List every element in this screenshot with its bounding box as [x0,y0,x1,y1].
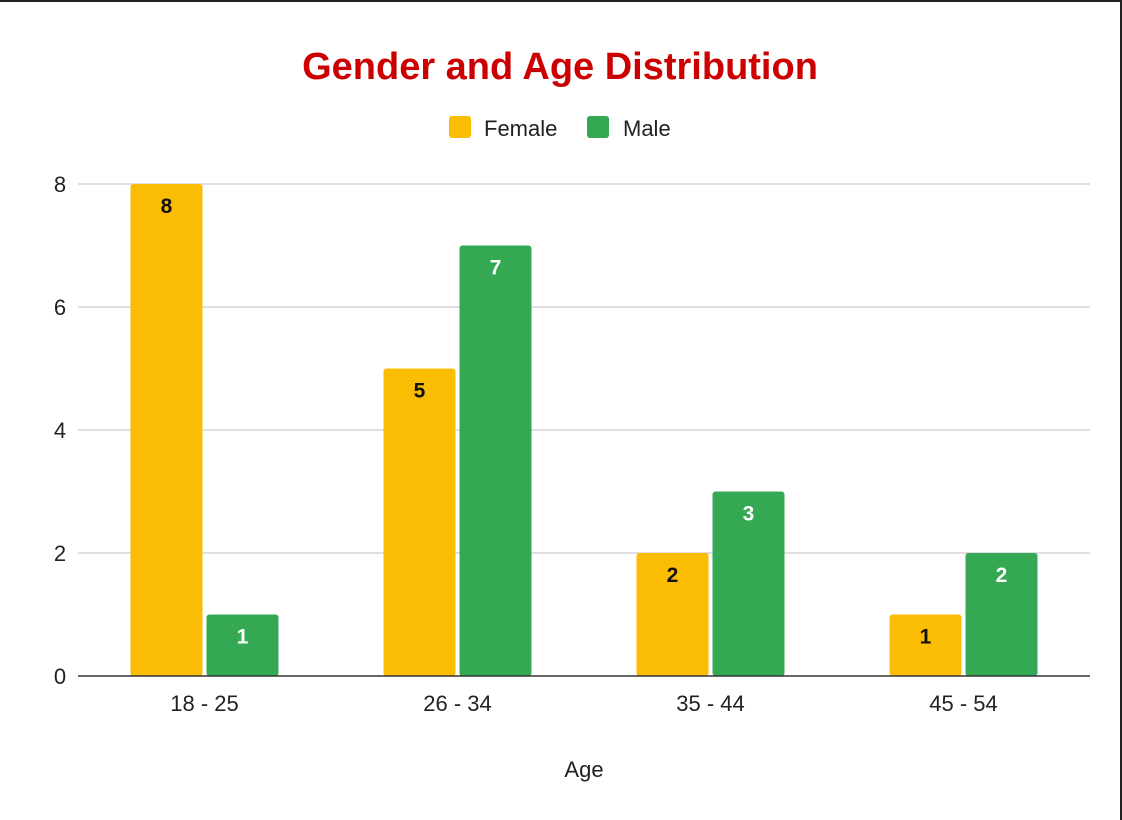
data-label-male-1: 7 [490,257,502,280]
data-label-female-0: 8 [161,195,173,218]
legend-label-female: Female [484,116,557,141]
data-labels: 8 1 5 7 2 3 1 2 [161,195,1008,649]
x-tick-label: 35 - 44 [676,691,745,716]
legend-label-male: Male [623,116,671,141]
bar-male-1 [459,245,532,676]
y-tick-label: 6 [54,295,66,320]
bar-male-3 [965,553,1038,676]
data-label-male-3: 2 [996,564,1008,587]
y-tick-label: 4 [54,418,66,443]
bar-female-1 [383,368,456,676]
bar-male-0 [206,614,279,676]
legend-swatch-male [587,116,609,138]
data-label-male-2: 3 [743,503,755,526]
data-label-female-1: 5 [414,380,426,403]
x-tick-label: 26 - 34 [423,691,492,716]
y-axis-ticks: 0 2 4 6 8 [54,172,66,689]
chart-title: Gender and Age Distribution [302,46,818,88]
bars [130,184,1038,676]
legend: Female Male [449,116,671,141]
bar-male-2 [712,491,785,676]
bar-female-0 [130,184,203,676]
x-axis-ticks: 18 - 25 26 - 34 35 - 44 45 - 54 [170,691,998,716]
y-tick-label: 8 [54,172,66,197]
x-tick-label: 45 - 54 [929,691,998,716]
data-label-male-0: 1 [237,626,249,649]
bar-female-2 [636,553,709,676]
y-tick-label: 0 [54,664,66,689]
x-axis-label: Age [564,757,603,782]
bar-female-3 [889,614,962,676]
legend-swatch-female [449,116,471,138]
data-label-female-3: 1 [920,626,932,649]
gridlines [78,183,1090,554]
data-label-female-2: 2 [667,564,679,587]
y-tick-label: 2 [54,541,66,566]
x-tick-label: 18 - 25 [170,691,239,716]
